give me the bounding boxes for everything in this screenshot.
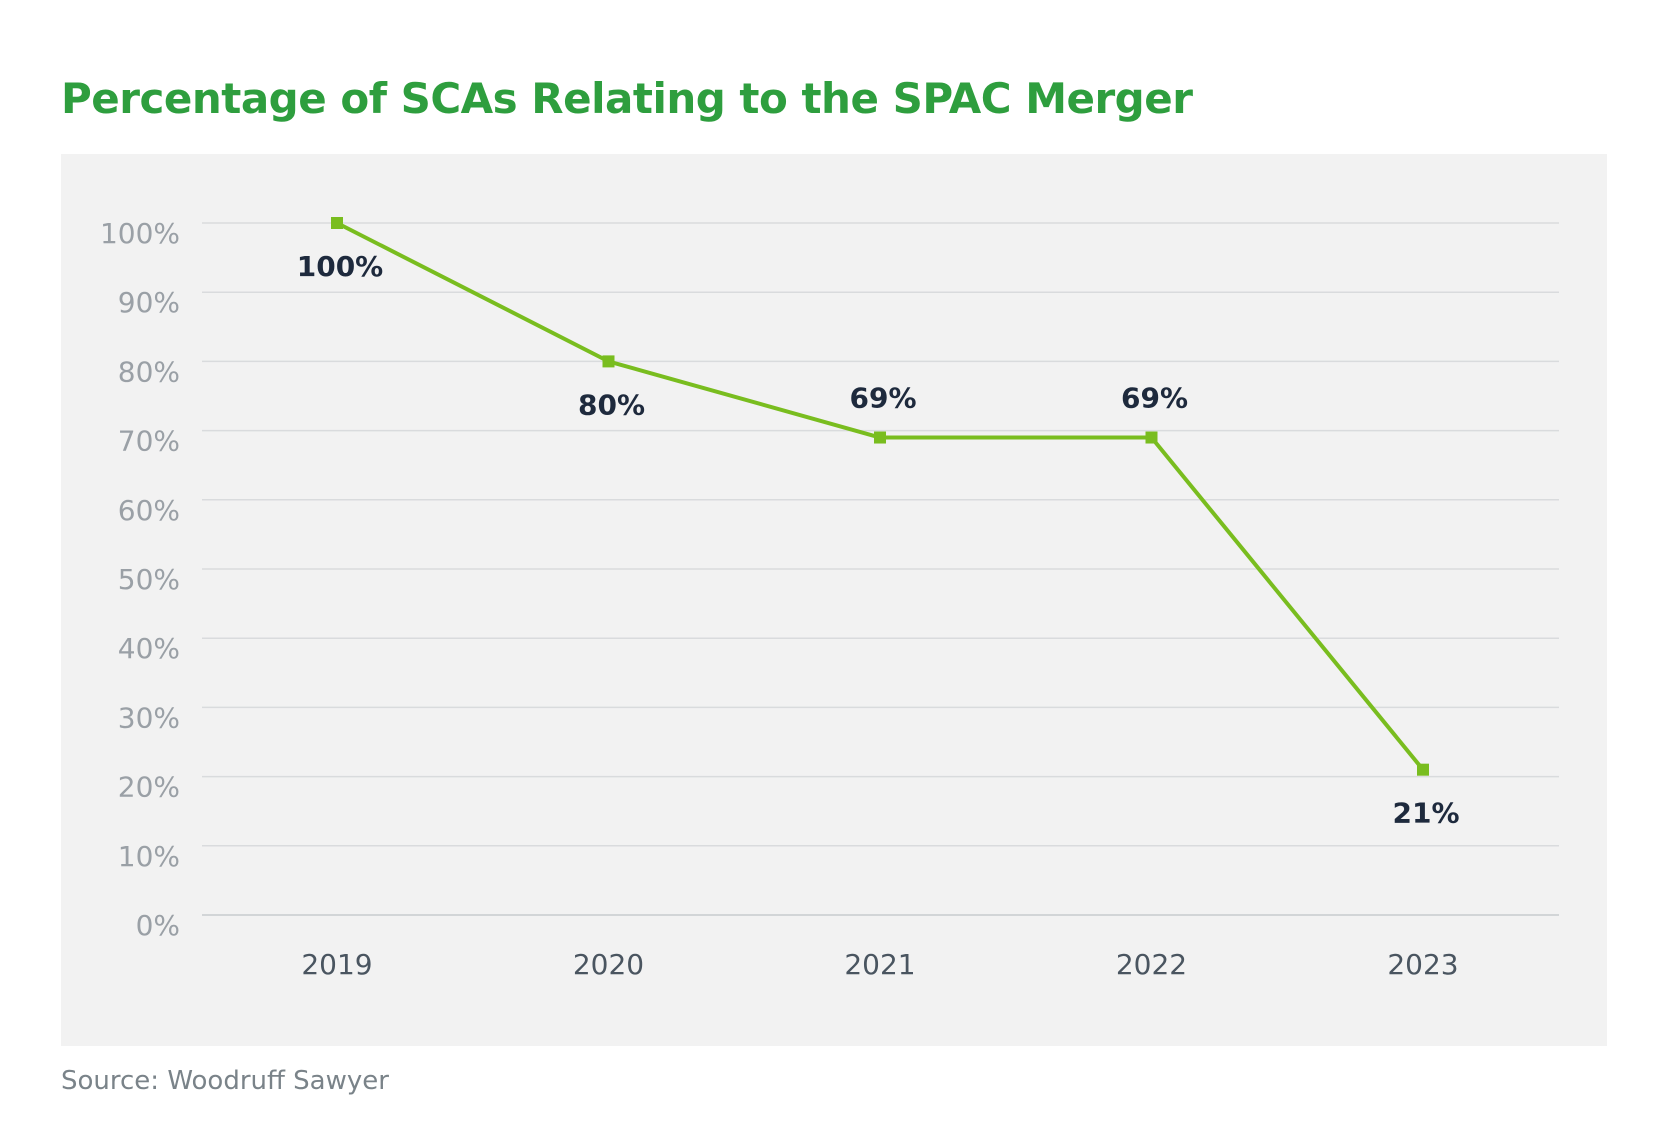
data-point-marker <box>1145 431 1158 444</box>
chart-panel: 0% 10% 20% 30% 40% 50% 60% 70% 80% 90% 100% 2019 202… <box>61 154 1607 1046</box>
y-tick-label: 10% <box>118 840 180 873</box>
chart-title: Percentage of SCAs Relating to the SPAC … <box>61 74 1193 123</box>
x-tick-label: 2019 <box>301 948 372 981</box>
y-tick-label: 60% <box>118 494 180 527</box>
x-tick-label: 2023 <box>1387 948 1458 981</box>
y-tick-label: 90% <box>118 286 180 319</box>
data-point-marker <box>602 355 615 368</box>
x-tick-label: 2021 <box>844 948 915 981</box>
series-line <box>336 221 1425 771</box>
y-tick-label: 50% <box>118 563 180 596</box>
y-tick-label: 100% <box>100 217 180 250</box>
y-tick-label: 80% <box>118 355 180 388</box>
data-point-marker <box>1417 763 1429 776</box>
data-label: 69% <box>1121 382 1188 415</box>
data-label: 69% <box>849 382 916 415</box>
y-tick-label: 40% <box>118 632 180 665</box>
y-tick-label: 0% <box>136 909 180 942</box>
y-tick-label: 30% <box>118 701 180 734</box>
y-tick-label: 70% <box>118 425 180 458</box>
data-label: 80% <box>578 388 645 421</box>
source-note: Source: Woodruff Sawyer <box>61 1066 389 1096</box>
data-point-marker <box>874 431 886 444</box>
line-chart: 0% 10% 20% 30% 40% 50% 60% 70% 80% 90% 100% 2019 202… <box>100 217 1559 981</box>
x-tick-label: 2020 <box>573 948 644 981</box>
x-tick-label: 2022 <box>1116 948 1187 981</box>
data-label: 100% <box>297 250 384 283</box>
y-tick-label: 20% <box>118 771 180 804</box>
data-point-marker <box>331 217 343 229</box>
data-label: 21% <box>1392 797 1459 830</box>
